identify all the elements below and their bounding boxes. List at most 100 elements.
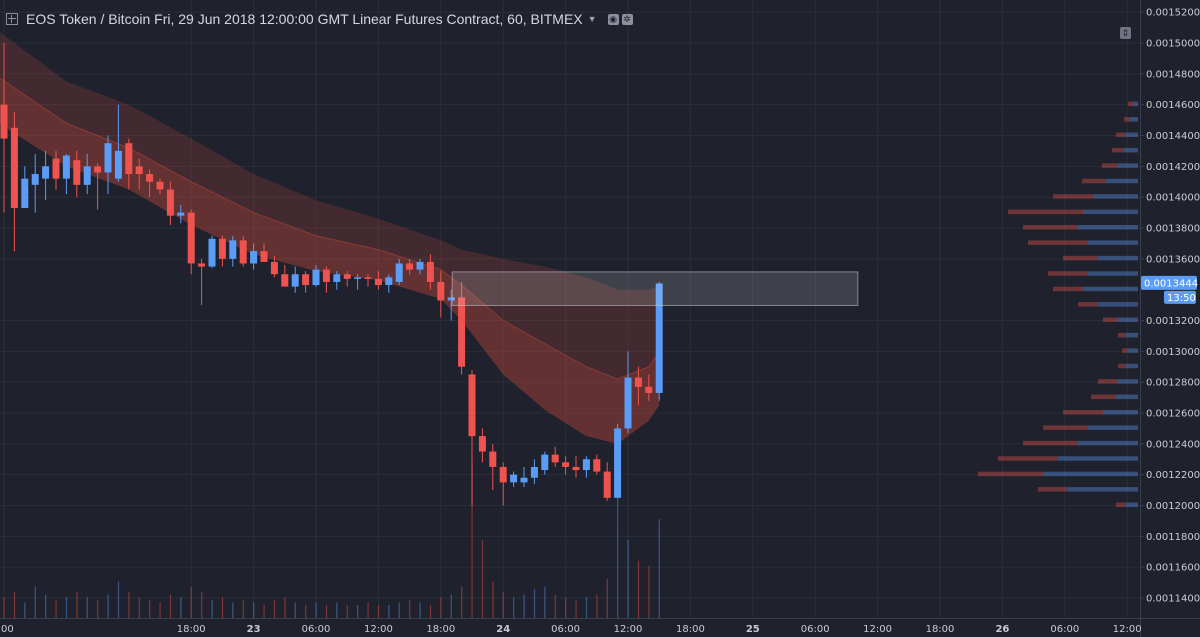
volume-profile-down [1008,209,1083,215]
volume-bar [533,589,536,618]
volume-profile-up [1088,271,1138,276]
time-tick-label: 23 [247,624,261,635]
volume-profile-down [1102,163,1118,168]
candle-body [281,274,289,287]
volume-bar [471,462,473,618]
volume-bar [55,599,57,618]
volume-profile-down [1098,379,1118,384]
countdown-label: 13:50 [1167,293,1196,304]
volume-profile-down [1038,487,1068,492]
volume-bar [159,602,161,618]
price-tick-label: 0.0012600 [1146,409,1200,420]
volume-bar [513,597,515,618]
volume-bar [585,597,588,618]
volume-profile-down [1023,440,1078,446]
time-tick-label: 18:00 [926,624,955,635]
volume-bar [346,605,348,618]
volume-bar [544,586,546,618]
volume-profile-up [1083,209,1138,215]
volume-profile-up [1126,363,1138,369]
countdown-tag-background [1164,290,1196,304]
band-lower [0,78,660,444]
candle-body [572,466,580,471]
volume-profile-down [1053,194,1093,199]
candle-body [312,269,320,286]
candle-body [333,274,341,282]
gear-icon[interactable]: ✲ [621,13,633,25]
volume-bar [419,602,421,618]
volume-bar [65,597,68,618]
volume-bar [523,594,525,618]
candlestick-series [0,43,663,506]
candle-body [385,277,393,286]
price-tick-label: 0.0014800 [1146,69,1200,80]
time-axis[interactable]: 00 18:00 23 06:00 12:00 18:00 24 06:00 12:00 18:0… [0,618,1200,636]
last-price-tag-background [1141,275,1197,290]
volume-bar [648,566,650,618]
volume-bar [440,597,442,618]
volume-bar [627,540,629,618]
volume-profile-up [1126,502,1138,507]
last-price-label: 0.0013444 [1144,278,1198,289]
volume-bar [367,602,369,618]
candle-body [395,263,403,282]
candle-body [593,459,601,472]
volume-bar [336,602,338,618]
volume-profile-down [978,471,1043,477]
volume-profile-up [1078,225,1138,230]
volume-profile-up [1103,410,1138,415]
volume-profile-up [1128,348,1138,353]
volume-bar [409,599,411,618]
volume-profile-down [1063,255,1098,261]
price-tick-label: 0.0014000 [1146,193,1200,204]
eye-icon[interactable]: ◉ [607,13,619,25]
volume-bar [117,581,120,618]
volume-bar [450,594,452,618]
last-price-tag: 0.0013444 13:50 [1141,275,1198,304]
candle-body [343,274,351,279]
volume-bar [138,597,140,618]
candle-body [229,240,237,259]
volume-profile-up [1126,132,1138,137]
candle-body [634,377,642,387]
price-axis[interactable]: 0.0015200 0.0015000 0.0014800 0.0014600 0.00… [1140,0,1200,637]
price-tick-label: 0.0014200 [1146,162,1200,173]
expand-icon[interactable] [6,13,18,25]
volume-profile-down [1078,302,1098,307]
volume-profile-down [1118,332,1126,338]
candle-body [510,474,518,483]
candle-body [198,263,206,267]
candle-body [603,471,611,498]
candle-body [260,251,268,262]
volume-bar [221,597,224,618]
volume-bar [357,605,359,618]
candle-body [31,174,39,185]
time-tick-label: 26 [995,624,1009,635]
time-tick-label: 24 [496,624,510,635]
volume-bar [273,599,276,618]
volume-bar [128,592,130,618]
candle-body [270,261,278,275]
candle-body [125,143,133,175]
time-tick-label: 06:00 [551,624,580,635]
symbol-title[interactable]: EOS Token / Bitcoin Fri, 29 Jun 2018 12:… [26,11,583,27]
volume-bar [13,592,16,618]
candle-body [499,466,507,483]
moving-average-band [0,32,660,444]
candle-body [478,436,486,452]
candle-body [437,281,445,301]
volume-profile-up [1078,440,1138,446]
volume-bar [315,602,317,618]
symbol-header: EOS Token / Bitcoin Fri, 29 Jun 2018 12:… [6,9,633,29]
caret-down-icon[interactable]: ▼ [587,14,597,24]
volume-bar [3,597,5,618]
scale-toggle-icon[interactable]: ⇕ [1120,27,1131,39]
candle-body [614,428,622,498]
volume-profile-up [1098,302,1138,307]
candle-body [156,181,164,190]
volume-profile-up [1083,286,1138,292]
candle-body [582,459,590,471]
volume-profile-up [1088,240,1138,245]
volume-bar [606,579,608,618]
